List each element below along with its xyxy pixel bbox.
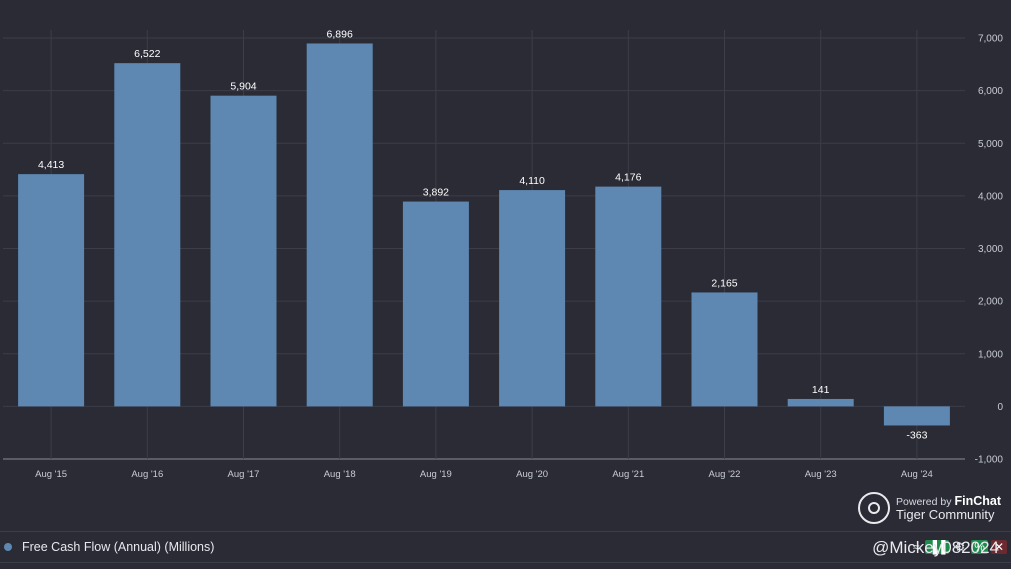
watermark: Powered by FinChat Tiger Community bbox=[858, 492, 1001, 524]
data-label: 141 bbox=[812, 384, 830, 396]
bar[interactable] bbox=[595, 186, 662, 407]
close-icon[interactable]: ✕ bbox=[990, 540, 1007, 554]
y-tick-label: 7,000 bbox=[978, 34, 1003, 45]
tiger-community-text: Tiger Community bbox=[896, 506, 995, 522]
powered-by-text: Powered by FinChat bbox=[896, 493, 1001, 508]
x-tick-label: Aug '16 bbox=[131, 469, 163, 480]
finchat-brand: FinChat bbox=[954, 493, 1001, 508]
bar[interactable] bbox=[499, 190, 566, 407]
bar[interactable] bbox=[691, 292, 758, 407]
y-tick-label: -1,000 bbox=[975, 455, 1004, 466]
data-label: 6,522 bbox=[134, 48, 160, 60]
x-axis-ticks: Aug '15 Aug '16 Aug '17 Aug '18 Aug '19 Aug '… bbox=[35, 469, 933, 480]
tiger-community-logo-icon bbox=[858, 492, 891, 524]
bar[interactable] bbox=[883, 406, 950, 426]
bar-chart-icon[interactable]: ▐▐ bbox=[925, 540, 949, 554]
line-chart-icon[interactable]: ≈ bbox=[912, 540, 920, 554]
percent-icon[interactable]: % bbox=[971, 540, 988, 554]
y-tick-label: 4,000 bbox=[978, 191, 1003, 202]
x-tick-label: Aug '15 bbox=[35, 469, 67, 480]
x-tick-label: Aug '20 bbox=[516, 469, 548, 480]
settings-icon[interactable]: ⚙ bbox=[954, 540, 966, 554]
legend-dot-icon bbox=[4, 543, 12, 551]
x-tick-label: Aug '24 bbox=[901, 469, 933, 480]
data-label: -363 bbox=[906, 429, 927, 441]
bar[interactable] bbox=[114, 63, 181, 407]
legend-bar: Free Cash Flow (Annual) (Millions) ≈ ▐▐ … bbox=[0, 531, 1011, 563]
data-label: 6,896 bbox=[327, 28, 353, 40]
y-tick-label: 0 bbox=[997, 402, 1003, 413]
y-axis-ticks: -1,000 0 1,000 2,000 3,000 4,000 5,000 6,000 7,0… bbox=[975, 34, 1004, 466]
data-label: 3,892 bbox=[423, 187, 449, 199]
y-tick-label: 5,000 bbox=[978, 139, 1003, 150]
legend-tools: ≈ ▐▐ ⚙ % ✕ bbox=[910, 532, 1007, 562]
y-tick-label: 6,000 bbox=[978, 86, 1003, 97]
data-label: 4,413 bbox=[38, 159, 64, 171]
data-label: 4,176 bbox=[615, 172, 641, 184]
y-tick-label: 1,000 bbox=[978, 349, 1003, 360]
data-label: 5,904 bbox=[230, 81, 256, 93]
x-tick-label: Aug '23 bbox=[805, 469, 837, 480]
x-tick-label: Aug '18 bbox=[324, 469, 356, 480]
bar[interactable] bbox=[306, 43, 373, 407]
data-label: 4,110 bbox=[519, 175, 545, 187]
bar[interactable] bbox=[18, 174, 85, 407]
x-tick-label: Aug '19 bbox=[420, 469, 452, 480]
watermark-handle: @Mickey082024 bbox=[872, 538, 999, 557]
bar[interactable] bbox=[402, 201, 469, 407]
legend-label[interactable]: Free Cash Flow (Annual) (Millions) bbox=[22, 540, 215, 554]
data-label: 2,165 bbox=[711, 277, 737, 289]
data-labels: 4,413 6,522 5,904 6,896 3,892 4,110 4,176 2,165… bbox=[38, 28, 928, 441]
x-tick-label: Aug '21 bbox=[612, 469, 644, 480]
x-tick-label: Aug '22 bbox=[709, 469, 741, 480]
y-tick-label: 3,000 bbox=[978, 244, 1003, 255]
x-tick-label: Aug '17 bbox=[228, 469, 260, 480]
bar[interactable] bbox=[787, 398, 854, 407]
bar-chart: -1,000 0 1,000 2,000 3,000 4,000 5,000 6,000 7,0… bbox=[3, 28, 1004, 480]
bars bbox=[18, 43, 950, 426]
bar[interactable] bbox=[210, 95, 277, 407]
y-tick-label: 2,000 bbox=[978, 297, 1003, 308]
